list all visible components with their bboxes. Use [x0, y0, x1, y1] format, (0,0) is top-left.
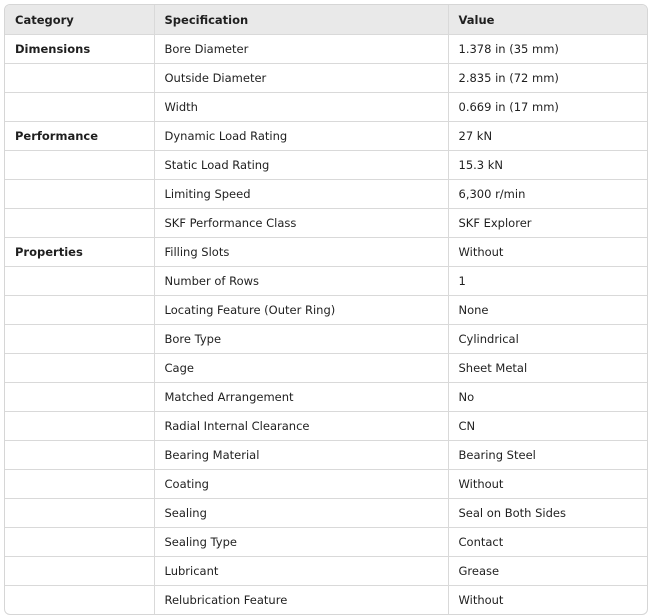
table-row: Dimensions Bore Diameter 1.378 in (35 mm) [5, 34, 647, 64]
specification-cell: Bore Type [154, 324, 449, 354]
table-row: Outside Diameter 2.835 in (72 mm) [5, 63, 647, 93]
category-cell [5, 266, 155, 296]
specification-cell: Number of Rows [154, 266, 449, 296]
category-cell [5, 411, 155, 441]
table-row: Limiting Speed 6,300 r/min [5, 179, 647, 209]
value-cell: CN [448, 411, 647, 441]
spec-table-container: Category Specification Value Dimensions B… [4, 4, 648, 615]
value-cell: Without [448, 237, 647, 267]
value-cell: 1 [448, 266, 647, 296]
table-row: Cage Sheet Metal [5, 353, 647, 383]
spec-table: Category Specification Value Dimensions B… [5, 5, 647, 614]
value-cell: SKF Explorer [448, 208, 647, 238]
specification-cell: Cage [154, 353, 449, 383]
value-cell: None [448, 295, 647, 325]
specification-cell: Coating [154, 469, 449, 499]
value-cell: Without [458, 593, 504, 607]
value-cell: Sheet Metal [448, 353, 647, 383]
category-cell [5, 353, 155, 383]
specification-cell: Bore Diameter [154, 34, 449, 64]
specification-cell: SKF Performance Class [154, 208, 449, 238]
header-row: Category Specification Value [5, 5, 647, 35]
specification-cell: Outside Diameter [154, 63, 449, 93]
value-cell: Grease [448, 556, 647, 586]
specification-cell: Sealing Type [154, 527, 449, 557]
category-cell [5, 324, 155, 354]
specification-cell: Dynamic Load Rating [154, 121, 449, 151]
category-cell [5, 469, 155, 499]
header-value: Value [448, 5, 647, 35]
specification-cell: Filling Slots [154, 237, 449, 267]
specification-cell: Limiting Speed [154, 179, 449, 209]
value-cell: Seal on Both Sides [448, 498, 647, 528]
table-row: Matched Arrangement No [5, 382, 647, 412]
table-row: Sealing Type Contact [5, 527, 647, 557]
value-cell: Bearing Steel [448, 440, 647, 470]
value-cell: 1.378 in (35 mm) [448, 34, 647, 64]
specification-cell: Radial Internal Clearance [154, 411, 449, 441]
value-cell: 2.835 in (72 mm) [448, 63, 647, 93]
category-cell: Performance [5, 121, 155, 151]
value-cell: 27 kN [448, 121, 647, 151]
table-row: SKF Performance Class SKF Explorer [5, 208, 647, 238]
table-row: Properties Filling Slots Without [5, 237, 647, 267]
value-cell: 6,300 r/min [448, 179, 647, 209]
category-cell [5, 208, 155, 238]
table-row: Bore Type Cylindrical [5, 324, 647, 354]
specification-cell: Static Load Rating [154, 150, 449, 180]
specification-cell: Bearing Material [154, 440, 449, 470]
category-cell [5, 498, 155, 528]
category-cell [5, 92, 155, 122]
value-cell: 0.669 in (17 mm) [448, 92, 647, 122]
specification-cell: Locating Feature (Outer Ring) [154, 295, 449, 325]
category-cell [5, 295, 155, 325]
value-cell: Contact [448, 527, 647, 557]
value-cell: No [448, 382, 647, 412]
value-cell: 15.3 kN [448, 150, 647, 180]
category-cell [5, 179, 155, 209]
category-cell [5, 440, 155, 470]
header-category: Category [5, 5, 155, 35]
category-cell [5, 63, 155, 93]
value-cell: Cylindrical [448, 324, 647, 354]
table-row: Sealing Seal on Both Sides [5, 498, 647, 528]
category-cell [5, 527, 155, 557]
table-row: Bearing Material Bearing Steel [5, 440, 647, 470]
table-row: Locating Feature (Outer Ring) None [5, 295, 647, 325]
table-row: Static Load Rating 15.3 kN [5, 150, 647, 180]
specification-cell: Width [154, 92, 449, 122]
value-cell: Without [448, 469, 647, 499]
table-row: Performance Dynamic Load Rating 27 kN [5, 121, 647, 151]
category-cell [5, 382, 155, 412]
table-row: Relubrication Feature Without [5, 585, 647, 614]
table-row: Lubricant Grease [5, 556, 647, 586]
table-row: Radial Internal Clearance CN [5, 411, 647, 441]
specification-cell: Relubrication Feature [154, 585, 449, 614]
specification-cell: Matched Arrangement [154, 382, 449, 412]
category-cell [5, 556, 155, 586]
category-cell [5, 585, 155, 614]
specification-cell: Lubricant [154, 556, 449, 586]
category-cell [5, 150, 155, 180]
specification-cell: Sealing [154, 498, 449, 528]
table-row: Coating Without [5, 469, 647, 499]
category-cell: Dimensions [5, 34, 155, 64]
header-specification: Specification [154, 5, 449, 35]
category-cell: Properties [5, 237, 155, 267]
table-row: Number of Rows 1 [5, 266, 647, 296]
table-row: Width 0.669 in (17 mm) [5, 92, 647, 122]
